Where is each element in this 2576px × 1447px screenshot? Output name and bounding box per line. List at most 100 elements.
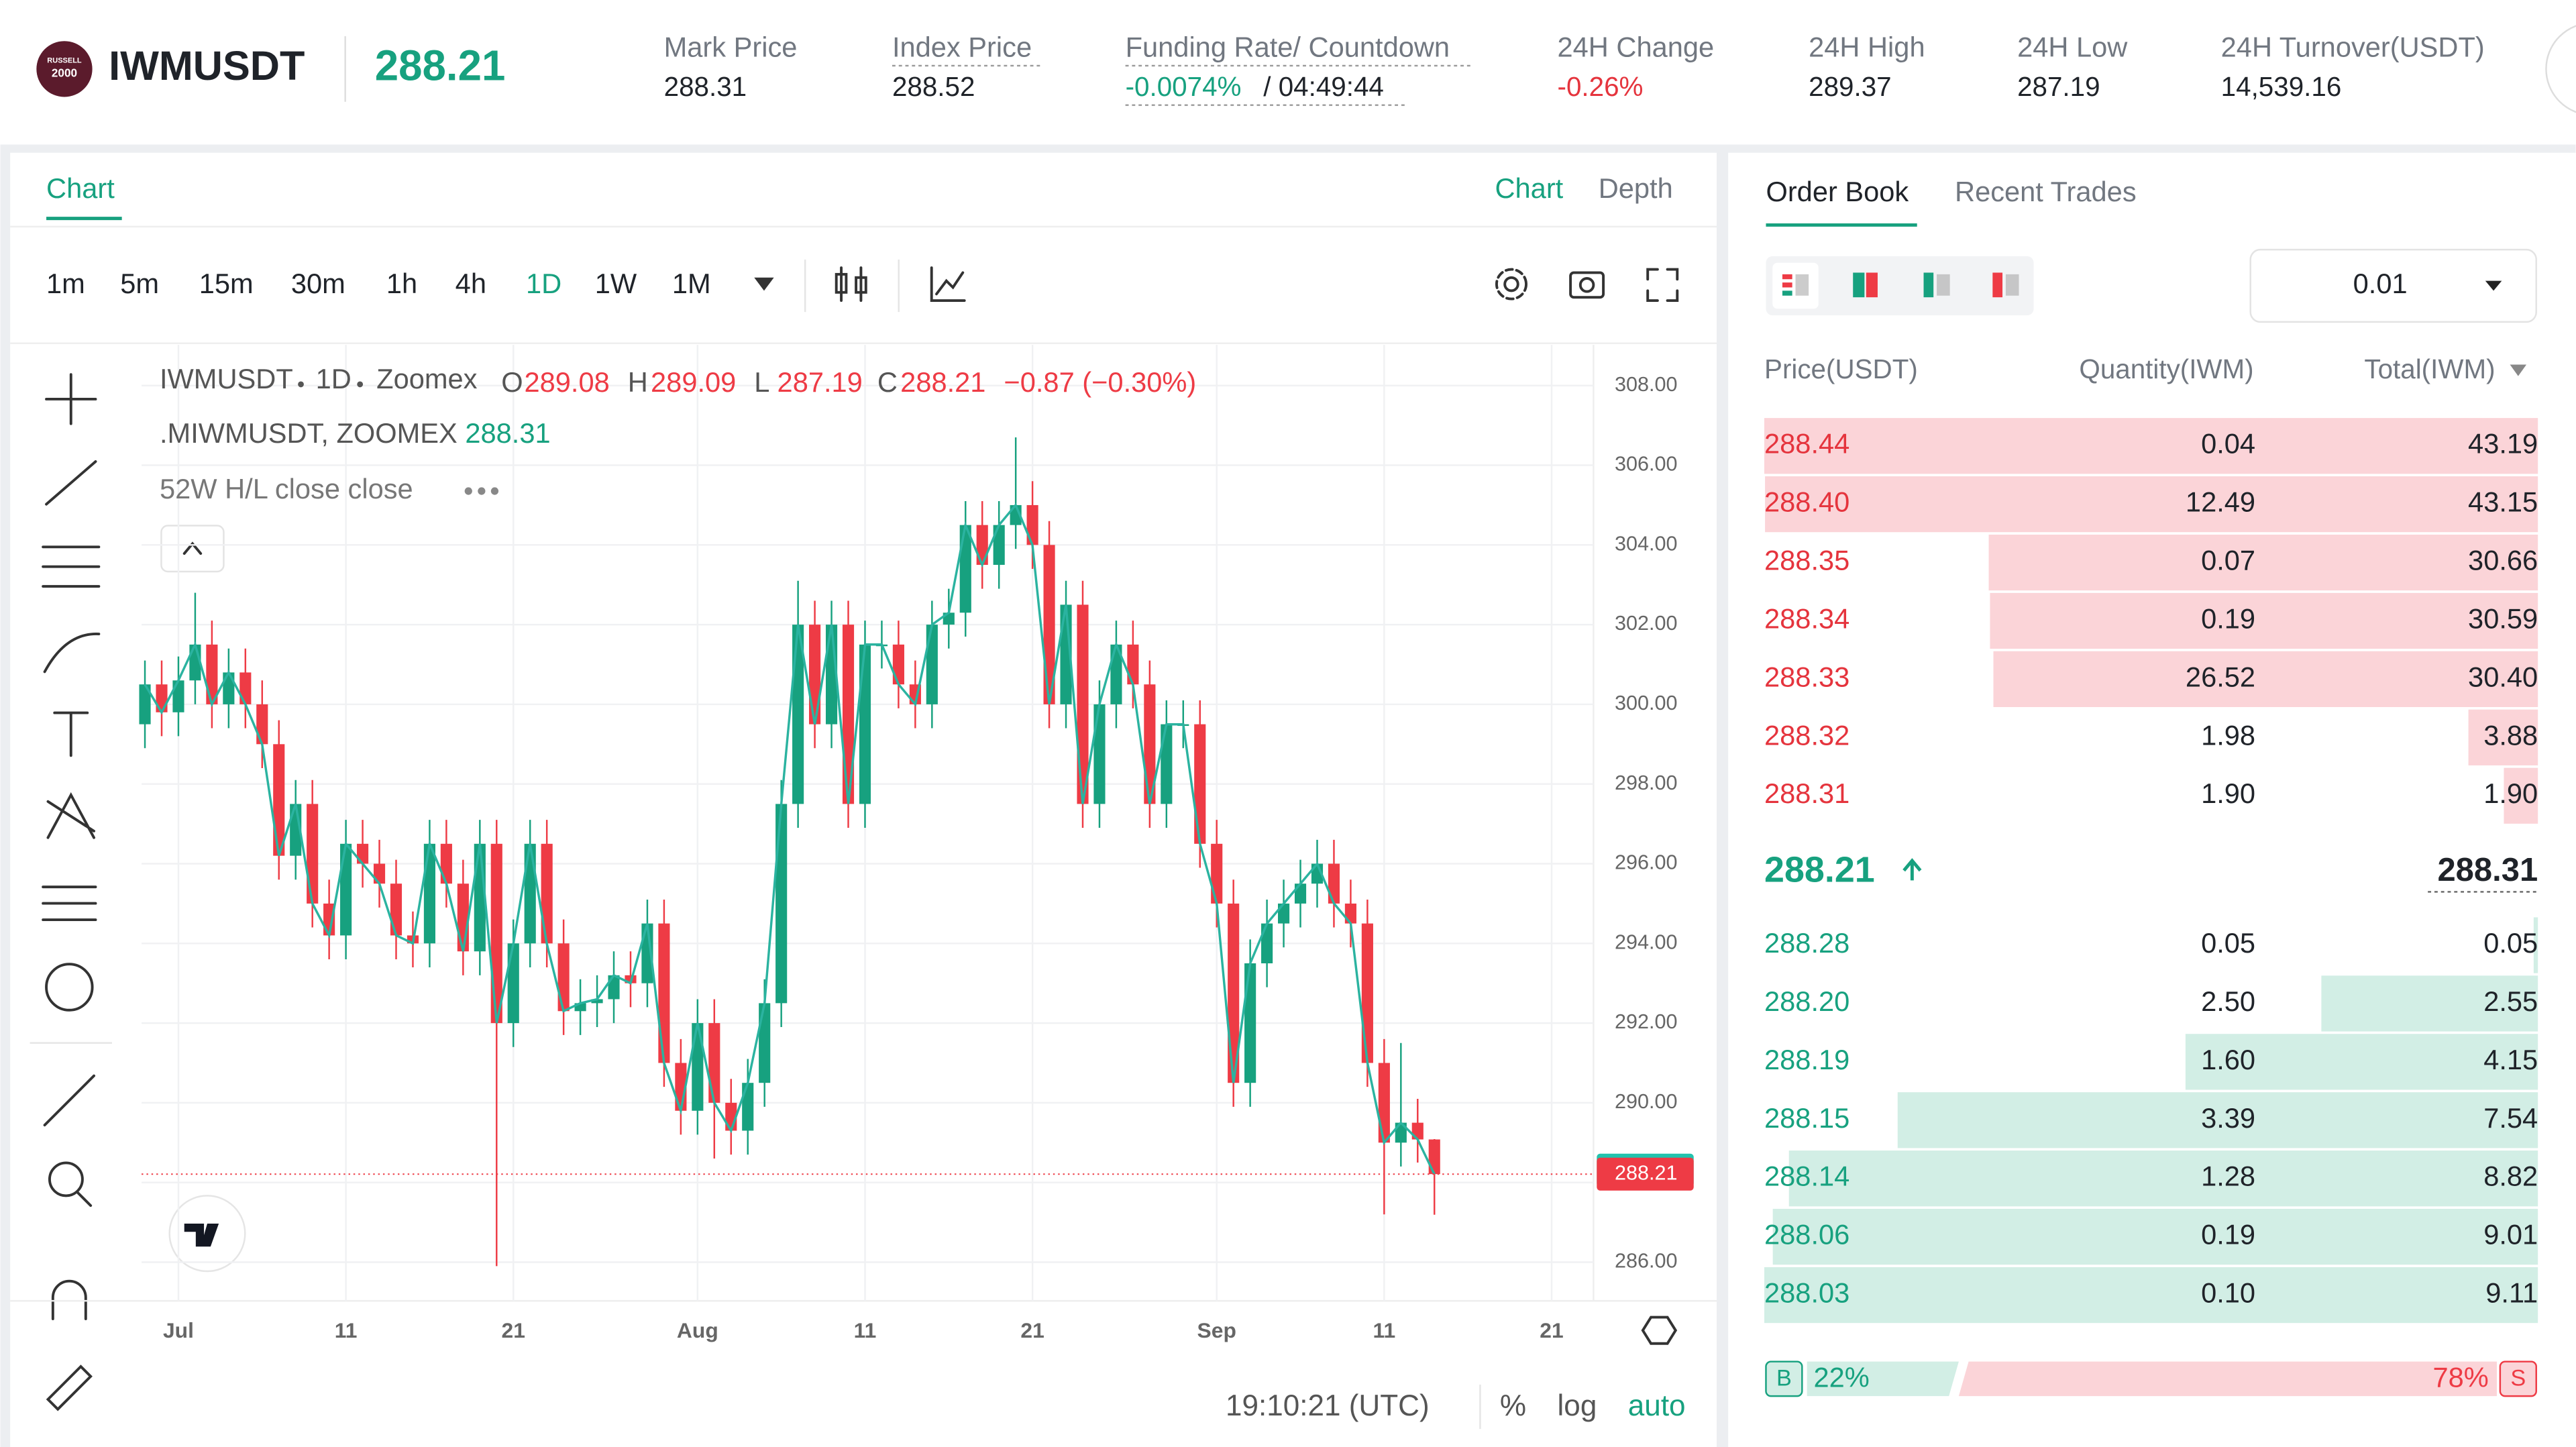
x-tick-label: Aug (677, 1318, 718, 1342)
book-price[interactable]: 288.44 (1764, 428, 1849, 460)
dropdown (2485, 280, 2502, 291)
stat-value: -0.0074% (1126, 71, 1242, 102)
logo-text: 2000 (52, 66, 77, 80)
candle-body (1294, 883, 1307, 904)
camera-icon[interactable] (1569, 271, 1605, 299)
dropdown[interactable] (754, 277, 774, 291)
y-tick-label: 296.00 (1615, 851, 1678, 874)
book-total: 9.11 (2485, 1277, 2538, 1309)
sort-icon[interactable] (2510, 364, 2527, 376)
book-price[interactable]: 288.03 (1764, 1277, 1849, 1309)
scale-option[interactable]: auto (1628, 1389, 1686, 1422)
chart-tab[interactable]: Chart (46, 172, 115, 204)
interval-button[interactable]: 4h (455, 268, 486, 299)
scale-option[interactable]: log (1558, 1389, 1597, 1422)
scale-option[interactable]: % (1500, 1389, 1526, 1422)
indicators-icon[interactable] (930, 266, 966, 303)
fullscreen-icon[interactable] (1646, 268, 1679, 303)
interval-button[interactable]: 1W (595, 268, 637, 299)
settings-icon[interactable] (1495, 268, 1527, 301)
legend-exchange: Zoomex (376, 363, 478, 394)
layout-icons (1782, 272, 2019, 298)
book-total: 1.90 (2483, 778, 2538, 809)
interval-button[interactable]: 5m (120, 268, 159, 299)
more[interactable] (478, 487, 486, 495)
book-total: 0.05 (2483, 927, 2538, 959)
legend-value: 289.09 (651, 366, 736, 398)
interval-button[interactable]: 1M (672, 268, 711, 299)
book-total: 30.59 (2468, 602, 2538, 634)
y-tick-label: 292.00 (1615, 1010, 1678, 1033)
depth-bar (2321, 975, 2538, 1032)
interval-button[interactable]: 1D (526, 268, 561, 299)
stat-value: 14,539.16 (2221, 71, 2342, 102)
book-price[interactable]: 288.06 (1764, 1219, 1849, 1250)
interval-button[interactable]: 30m (291, 268, 345, 299)
precision-select[interactable] (2249, 248, 2537, 323)
y-tick-label: 304.00 (1615, 532, 1678, 555)
candle-body (390, 883, 402, 936)
candle-body (273, 744, 285, 856)
book-qty: 0.19 (2201, 602, 2255, 634)
book-qty: 1.98 (2201, 719, 2255, 751)
candle-body (223, 672, 235, 704)
candle-body (842, 625, 855, 804)
interval-button[interactable]: 15m (199, 268, 254, 299)
book-price[interactable]: 288.19 (1764, 1044, 1849, 1075)
candle-body (440, 843, 452, 884)
candle-body (457, 883, 469, 952)
interval-button[interactable]: 1h (386, 268, 417, 299)
column-header: Quantity(IWM) (2079, 354, 2253, 384)
buy-tag (1765, 1360, 1803, 1397)
profile-button[interactable] (2545, 23, 2576, 115)
book-price[interactable]: 288.40 (1764, 486, 1849, 518)
depth-bar (1993, 651, 2538, 708)
book-price[interactable]: 288.33 (1764, 661, 1849, 692)
view-tab[interactable]: Chart (1495, 172, 1563, 204)
view-tab[interactable]: Depth (1599, 172, 1673, 204)
legend-change: −0.87 (−0.30%) (1004, 366, 1196, 398)
more[interactable] (490, 487, 499, 495)
book-total: 3.88 (2483, 719, 2538, 751)
book-price[interactable]: 288.35 (1764, 545, 1849, 576)
book-price[interactable]: 288.15 (1764, 1102, 1849, 1134)
x-tick-label: 21 (1540, 1318, 1563, 1342)
collapse-button[interactable] (160, 525, 225, 573)
candle-body (541, 843, 553, 944)
book-price[interactable]: 288.14 (1764, 1161, 1849, 1192)
book-qty: 0.04 (2201, 428, 2255, 460)
drawing-tools[interactable] (42, 373, 101, 1411)
x-tick-label: Sep (1197, 1318, 1236, 1342)
candle-body (742, 1083, 754, 1131)
candle-body (139, 684, 151, 725)
book-tab[interactable]: Recent Trades (1955, 176, 2137, 207)
last-price: 288.21 (375, 42, 506, 90)
book-price[interactable]: 288.20 (1764, 985, 1849, 1017)
book-qty: 0.19 (2201, 1219, 2255, 1250)
more[interactable] (464, 487, 472, 495)
candle-body (1093, 704, 1106, 804)
book-price[interactable]: 288.32 (1764, 719, 1849, 751)
book-total: 43.15 (2468, 486, 2538, 518)
candle-body (239, 672, 252, 704)
candle-type-icon[interactable] (835, 266, 867, 303)
candle-body (1110, 644, 1122, 704)
interval-button[interactable]: 1m (46, 268, 85, 299)
book-tab[interactable]: Order Book (1766, 176, 1909, 207)
stat-value: 288.52 (892, 71, 975, 102)
book-price[interactable]: 288.28 (1764, 927, 1849, 959)
book-qty: 0.07 (2201, 545, 2255, 576)
book-total: 9.01 (2483, 1219, 2538, 1250)
book-price[interactable]: 288.34 (1764, 602, 1849, 634)
axis-settings[interactable] (1641, 1316, 1678, 1345)
candle-body (926, 625, 938, 704)
candle-body (1344, 903, 1356, 924)
book-qty: 0.05 (2201, 927, 2255, 959)
depth-bar (2533, 917, 2538, 973)
candle-body (340, 843, 352, 936)
depth-bar (1988, 534, 2538, 591)
y-tick-label: 300.00 (1615, 692, 1678, 714)
candle-body (307, 804, 319, 904)
book-price[interactable]: 288.31 (1764, 778, 1849, 809)
legend-index: .MIWMUSDT, ZOOMEX (160, 417, 458, 449)
